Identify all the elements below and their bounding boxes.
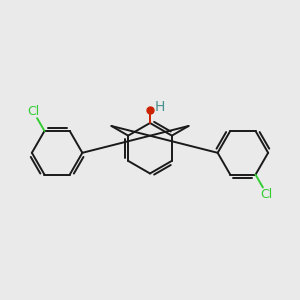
Text: H: H <box>154 100 165 114</box>
Text: Cl: Cl <box>261 188 273 201</box>
Text: Cl: Cl <box>27 105 39 118</box>
